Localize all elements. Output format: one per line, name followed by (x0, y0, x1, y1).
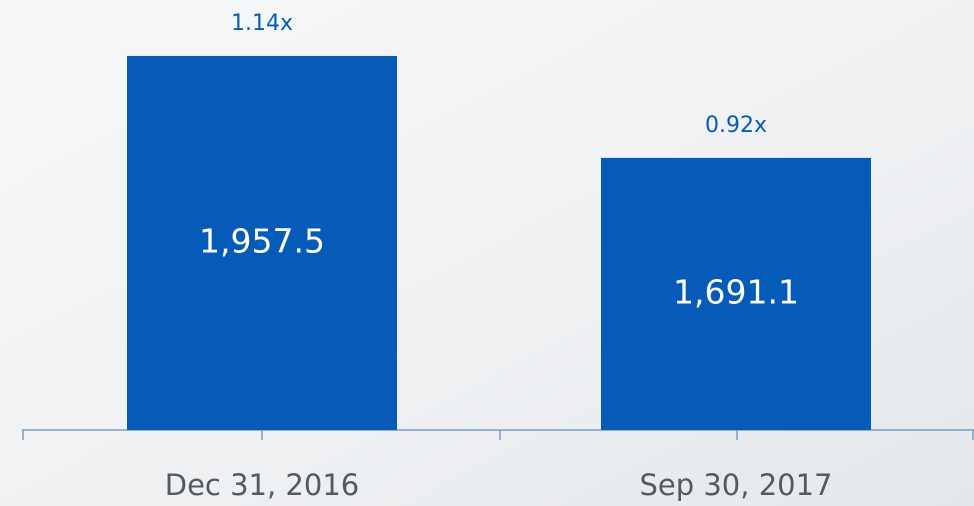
bar (601, 157, 871, 431)
annotation: 1.14x (231, 11, 293, 36)
value-label: 1,691.1 (673, 272, 799, 311)
value-label: 1,957.5 (199, 221, 325, 260)
annotation: 0.92x (705, 113, 767, 138)
bar (127, 55, 397, 430)
x-tick-label: Sep 30, 2017 (639, 468, 832, 502)
x-tick-label: Dec 31, 2016 (165, 468, 359, 502)
